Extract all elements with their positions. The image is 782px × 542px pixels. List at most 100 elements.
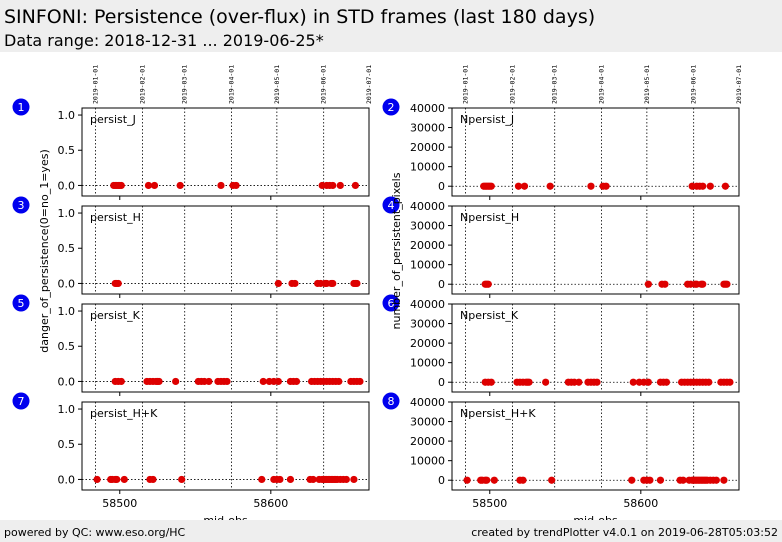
panel-label: Npersist_H — [460, 211, 519, 224]
data-point — [656, 476, 665, 484]
data-point — [587, 182, 595, 190]
x-tick-label: 58600 — [623, 497, 658, 510]
panel-label: persist_J — [90, 113, 136, 126]
date-tick-label: 2019-01-01 — [92, 65, 100, 104]
date-tick-label: 2019-04-01 — [228, 65, 236, 104]
panel-label: Npersist_K — [460, 309, 519, 322]
data-point — [353, 279, 361, 288]
plot-frame — [81, 107, 370, 197]
y-tick-label: 20000 — [410, 141, 445, 154]
data-point — [276, 475, 284, 484]
date-tick-label: 2019-04-01 — [598, 65, 606, 104]
panel-number-badge — [12, 196, 30, 214]
data-point — [662, 378, 671, 386]
data-point — [117, 377, 125, 386]
y-tick-label: 10000 — [410, 455, 445, 468]
y-tick-label: 0.5 — [58, 144, 76, 157]
y-tick-label: 0.5 — [58, 242, 76, 255]
data-point — [144, 181, 153, 190]
data-point — [329, 181, 337, 190]
left-y-axis-label: danger_of_persistence(0=no_1=yes) — [38, 149, 51, 352]
y-tick-label: 20000 — [410, 337, 445, 350]
data-point — [487, 378, 495, 386]
y-tick-label: 40000 — [410, 396, 445, 409]
panel-number: 5 — [18, 297, 25, 310]
date-tick-label: 2019-06-01 — [320, 65, 328, 104]
data-point — [258, 475, 266, 484]
panel-number: 2 — [388, 101, 395, 114]
y-tick-label: 0.5 — [58, 340, 76, 353]
panel-label: Npersist_H+K — [460, 407, 536, 420]
y-tick-label: 0.0 — [58, 277, 76, 290]
data-point — [286, 475, 295, 484]
panel-number: 4 — [388, 199, 395, 212]
y-tick-label: 0.0 — [58, 375, 76, 388]
data-point — [117, 181, 125, 190]
y-tick-label: 30000 — [410, 416, 445, 429]
date-tick-label: 2019-01-01 — [462, 65, 470, 104]
data-point — [114, 279, 122, 288]
data-point — [644, 378, 652, 386]
plot-frame — [81, 401, 370, 491]
data-point — [699, 182, 707, 190]
data-point — [712, 476, 720, 484]
data-point — [629, 378, 637, 386]
y-tick-label: 1.0 — [58, 207, 76, 220]
data-point — [336, 181, 344, 190]
data-point — [726, 378, 734, 386]
panel-number-badge — [12, 294, 30, 312]
data-point — [274, 377, 282, 386]
y-tick-label: 40000 — [410, 200, 445, 213]
right-y-axis-label: number_of_persistent_pixels — [390, 172, 403, 329]
plot-frame — [451, 205, 740, 295]
data-point — [205, 377, 213, 386]
panel-label: persist_H+K — [90, 407, 158, 420]
panel-number: 8 — [388, 395, 395, 408]
data-point — [575, 378, 583, 386]
y-tick-label: 0 — [438, 278, 445, 291]
panel-number-badge — [12, 98, 30, 116]
data-point — [593, 378, 601, 386]
data-point — [351, 181, 360, 190]
data-point — [120, 475, 128, 484]
date-tick-label: 2019-02-01 — [138, 65, 146, 104]
y-tick-label: 10000 — [410, 259, 445, 272]
plot-frame — [451, 303, 740, 393]
footer-created-by: created by trendPlotter v4.0.1 on 2019-0… — [471, 526, 778, 539]
data-point — [329, 279, 337, 288]
data-point — [706, 182, 714, 190]
y-tick-label: 1.0 — [58, 403, 76, 416]
footer-powered-by: powered by QC: www.eso.org/HC — [4, 526, 186, 539]
data-point — [679, 476, 687, 484]
panel-number-badge — [12, 392, 30, 410]
data-point — [699, 280, 707, 288]
data-point — [720, 476, 728, 484]
data-point — [223, 377, 231, 386]
data-point — [232, 181, 240, 190]
data-point — [484, 280, 492, 288]
x-tick-label: 58500 — [472, 497, 507, 510]
y-tick-label: 20000 — [410, 239, 445, 252]
plot-frame — [451, 107, 740, 197]
data-point — [490, 476, 498, 484]
footer-bar — [0, 520, 782, 542]
data-point — [520, 182, 529, 190]
data-point — [155, 377, 163, 386]
panel-number: 1 — [18, 101, 25, 114]
data-point — [259, 377, 267, 386]
plot-frame — [81, 205, 370, 295]
page-subtitle: Data range: 2018-12-31 ... 2019-06-25* — [4, 31, 324, 50]
y-tick-label: 0 — [438, 474, 445, 487]
data-point — [542, 378, 550, 386]
y-tick-label: 30000 — [410, 122, 445, 135]
data-point — [292, 377, 301, 386]
y-tick-label: 1.0 — [58, 305, 76, 318]
data-point — [172, 377, 180, 386]
data-point — [646, 476, 654, 484]
data-point — [721, 182, 730, 190]
y-tick-label: 40000 — [410, 102, 445, 115]
date-tick-label: 2019-02-01 — [508, 65, 516, 104]
panel-number-badge — [382, 392, 400, 410]
data-point — [350, 475, 358, 484]
